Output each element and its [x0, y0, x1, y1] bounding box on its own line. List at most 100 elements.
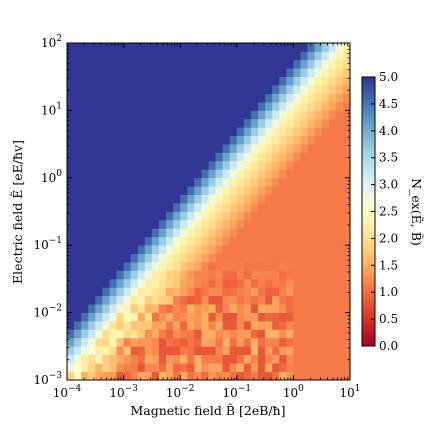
heatmap-cell — [229, 59, 238, 69]
heatmap-cell — [144, 194, 153, 204]
heatmap-cell — [137, 127, 146, 137]
heatmap-cell — [300, 337, 308, 347]
heatmap-cell — [144, 278, 153, 288]
heatmap-cell — [67, 295, 75, 305]
heatmap-cell — [342, 144, 351, 153]
heatmap-cell — [272, 118, 280, 128]
heatmap-cell — [321, 304, 330, 313]
heatmap-cell — [328, 262, 337, 271]
heatmap-cell — [116, 186, 124, 195]
heatmap-cell — [321, 278, 330, 288]
heatmap-cell — [229, 245, 238, 254]
heatmap-cell — [95, 363, 103, 372]
heatmap-cell — [194, 304, 202, 313]
heatmap-cell — [130, 236, 139, 246]
heatmap-cell — [173, 337, 181, 347]
heatmap-cell — [279, 152, 287, 162]
heatmap-cell — [166, 304, 174, 313]
heatmap-cell — [201, 371, 209, 381]
heatmap-cell — [166, 312, 174, 322]
heatmap-cell — [300, 203, 308, 212]
heatmap-cell — [180, 127, 188, 137]
heatmap-cell — [335, 312, 344, 322]
heatmap-cell — [229, 76, 238, 86]
heatmap-cell — [250, 101, 259, 111]
heatmap-cell — [215, 354, 223, 364]
heatmap-cell — [201, 43, 209, 52]
heatmap-cell — [151, 51, 160, 61]
heatmap-cell — [67, 211, 75, 221]
heatmap-cell — [158, 321, 167, 330]
heatmap-cells — [67, 43, 351, 381]
heatmap-cell — [116, 329, 124, 339]
heatmap-cell — [102, 76, 110, 86]
heatmap-cell — [243, 262, 252, 271]
heatmap-cell — [272, 93, 280, 103]
heatmap-cell — [137, 363, 146, 372]
heatmap-cell — [158, 110, 167, 120]
heatmap-cell — [130, 43, 139, 52]
heatmap-cell — [243, 245, 252, 254]
heatmap-cell — [321, 144, 330, 153]
heatmap-cell — [342, 85, 351, 94]
heatmap-cell — [208, 203, 216, 212]
heatmap-cell — [151, 85, 160, 94]
heatmap-cell — [166, 152, 174, 162]
heatmap-cell — [81, 160, 89, 170]
heatmap-cell — [81, 85, 89, 94]
heatmap-cell — [279, 295, 287, 305]
heatmap-cell — [123, 59, 132, 69]
heatmap-cell — [250, 337, 259, 347]
heatmap-cell — [109, 253, 117, 263]
heatmap-cell — [243, 253, 252, 263]
heatmap-cell — [180, 329, 188, 339]
heatmap-cell — [102, 363, 110, 372]
heatmap-cell — [158, 101, 167, 111]
heatmap-cell — [180, 304, 188, 313]
heatmap-cell — [208, 337, 216, 347]
heatmap-cell — [265, 253, 273, 263]
heatmap-cell — [321, 68, 330, 78]
heatmap-cell — [180, 253, 188, 263]
heatmap-cell — [109, 287, 117, 297]
heatmap-cell — [116, 101, 124, 111]
heatmap-cell — [208, 346, 216, 356]
heatmap-cell — [222, 354, 231, 364]
heatmap-cell — [258, 253, 266, 263]
heatmap-cell — [300, 101, 308, 111]
heatmap-cell — [222, 262, 231, 271]
x-tick-label: 10−1 — [223, 384, 252, 400]
heatmap-cell — [258, 228, 266, 238]
heatmap-cell — [328, 177, 337, 187]
heatmap-cell — [123, 253, 132, 263]
heatmap-cell — [314, 101, 323, 111]
heatmap-cell — [187, 135, 195, 145]
heatmap-cell — [187, 295, 195, 305]
heatmap-cell — [201, 85, 209, 94]
heatmap-cell — [215, 371, 223, 381]
heatmap-cell — [300, 321, 308, 330]
heatmap-cell — [272, 43, 280, 52]
heatmap-cell — [130, 287, 139, 297]
heatmap-cell — [265, 186, 273, 195]
heatmap-cell — [236, 262, 245, 271]
heatmap-cell — [215, 228, 223, 238]
heatmap-cell — [180, 219, 188, 229]
heatmap-cell — [258, 110, 266, 120]
heatmap-cell — [130, 135, 139, 145]
heatmap-cell — [208, 304, 216, 313]
heatmap-cell — [272, 363, 280, 372]
heatmap-cell — [67, 110, 75, 120]
heatmap-cell — [144, 262, 153, 271]
heatmap-cell — [67, 144, 75, 153]
heatmap-cell — [229, 160, 238, 170]
heatmap-cell — [236, 287, 245, 297]
heatmap-cell — [293, 135, 301, 145]
heatmap-cell — [95, 287, 103, 297]
heatmap-cell — [222, 203, 231, 212]
heatmap-cell — [307, 93, 315, 103]
heatmap-cell — [321, 118, 330, 128]
heatmap-cell — [158, 144, 167, 153]
heatmap-cell — [88, 295, 96, 305]
